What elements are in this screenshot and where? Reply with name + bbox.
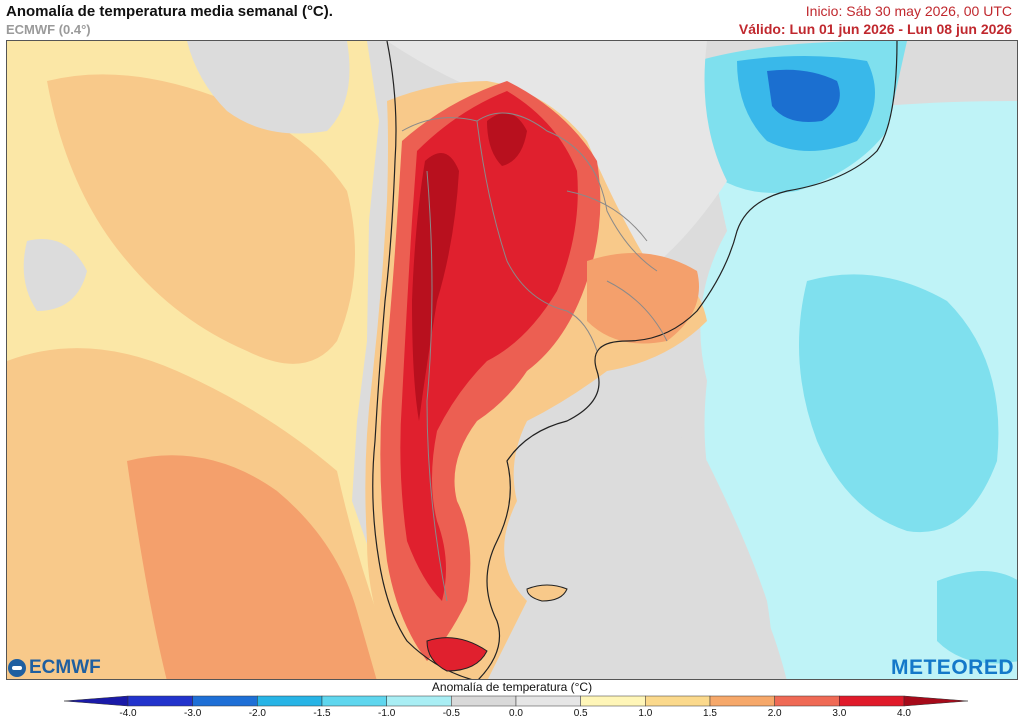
extreme-anomaly-andes <box>412 153 459 421</box>
colorbar-segment <box>127 695 193 707</box>
neutral-atlantic <box>529 371 772 679</box>
warm-anomaly-uruguay <box>587 253 699 344</box>
colorbar-segment <box>839 695 905 707</box>
ecmwf-logo-icon <box>8 659 26 677</box>
colorbar-tick-label: -0.5 <box>442 708 460 719</box>
colorbar-tick-label: -3.0 <box>184 708 202 719</box>
init-time: Inicio: Sáb 30 may 2026, 00 UTC <box>805 3 1012 19</box>
colorbar-segment <box>386 695 452 707</box>
warm-anomaly-pacific-south-mid <box>127 455 377 679</box>
colorbar-tick-label: 4.0 <box>897 708 911 719</box>
colorbar-segment <box>645 695 711 707</box>
land-neutral-north <box>387 41 727 271</box>
colorbar-segment <box>192 695 258 707</box>
tierra-del-fuego <box>426 637 488 672</box>
ecmwf-logo-text: ECMWF <box>29 657 101 678</box>
colorbar-tick-label: -2.0 <box>248 708 266 719</box>
colorbar-segment <box>774 695 840 707</box>
colorbar-segment <box>321 695 387 707</box>
colorbar-tick-label: -4.0 <box>119 708 137 719</box>
colorbar-tick-label: 3.0 <box>832 708 847 719</box>
colorbar-ticks: -4.0 -3.0 -2.0 -1.5 -1.0 -0.5 0.0 0.5 1.0 1.5 2.0 3… <box>0 708 1024 720</box>
colorbar-segment <box>709 695 775 707</box>
colorbar-segment <box>580 695 646 707</box>
colorbar-under-arrow <box>63 695 129 707</box>
temperature-anomaly-map[interactable] <box>6 40 1018 680</box>
colorbar-tick-label: -1.0 <box>378 708 396 719</box>
extreme-anomaly-north <box>487 113 527 166</box>
colorbar-tick-label: -1.5 <box>313 708 331 719</box>
map-title: Anomalía de temperatura media semanal (°… <box>6 3 333 20</box>
colorbar-tick-label: 2.0 <box>767 708 782 719</box>
cool-anomaly-atlantic-south <box>937 571 1017 664</box>
deep-cold-anomaly-brazil <box>767 69 840 122</box>
neutral-patch-w <box>23 239 88 311</box>
colorbar-segment <box>451 695 517 707</box>
ecmwf-logo: ECMWF <box>8 657 101 679</box>
valid-range: Válido: Lun 01 jun 2026 - Lun 08 jun 202… <box>738 21 1012 37</box>
coastline <box>372 41 898 679</box>
colorbar-tick-label: 1.0 <box>638 708 653 719</box>
neutral-patch-nw <box>187 41 350 134</box>
malvinas-islands <box>526 584 568 602</box>
country-borders <box>401 112 668 602</box>
colorbar-tick-label: 0.0 <box>509 708 523 719</box>
colorbar-tick-label: 0.5 <box>573 708 588 719</box>
model-label: ECMWF (0.4°) <box>6 22 91 37</box>
colorbar-segment <box>257 695 323 707</box>
colorbar-segment <box>515 695 581 707</box>
warm-anomaly-pacific-mid <box>47 74 355 364</box>
colorbar-over-arrow <box>903 695 969 707</box>
colorbar-title: Anomalía de temperatura (°C) <box>431 680 593 694</box>
colorbar-tick-label: 1.5 <box>703 708 717 719</box>
meteored-logo: METEORED <box>890 656 1014 679</box>
colorbar <box>63 695 969 707</box>
cool-anomaly-atlantic-mid <box>799 274 999 533</box>
